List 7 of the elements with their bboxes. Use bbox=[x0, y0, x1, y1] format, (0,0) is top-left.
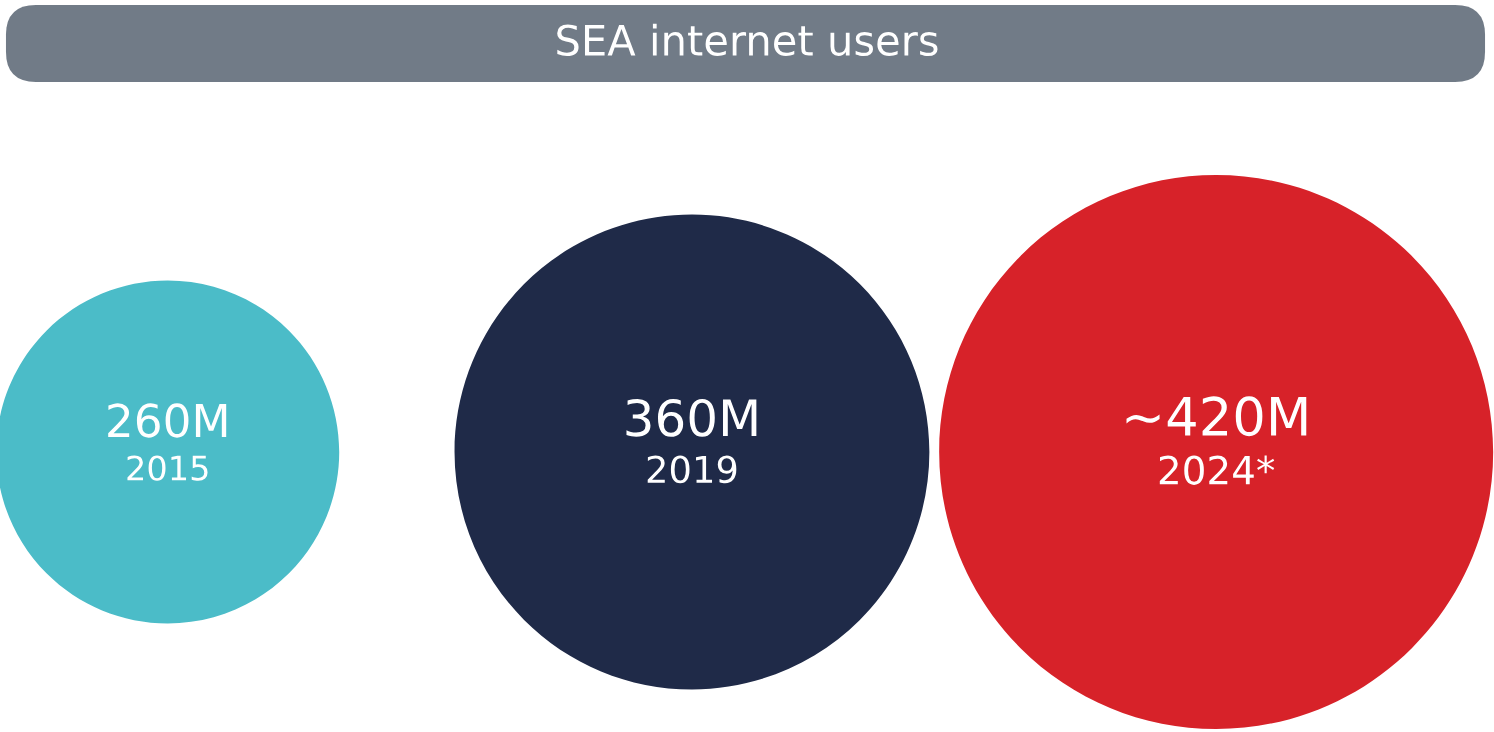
category-label: 2024* bbox=[1159, 455, 1275, 485]
data-label: 260M bbox=[108, 403, 227, 438]
text: SEA internet users bbox=[557, 23, 938, 57]
category-label: 2019 bbox=[647, 455, 737, 484]
category-label: 2015 bbox=[127, 455, 208, 481]
data-label: 360M bbox=[626, 398, 757, 437]
data-label: ~420M bbox=[1126, 396, 1307, 437]
